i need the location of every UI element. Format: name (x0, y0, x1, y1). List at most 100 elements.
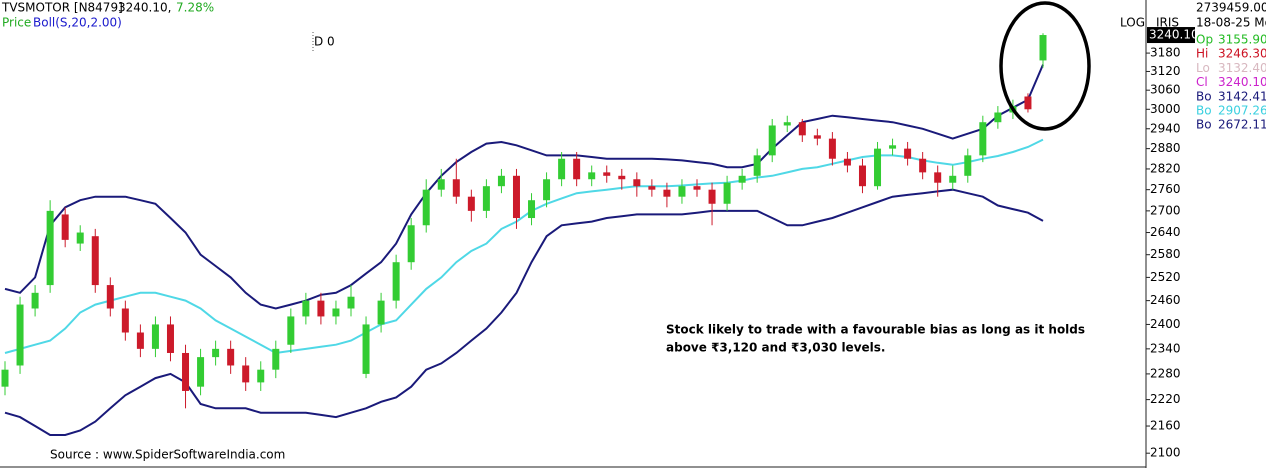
candle-body (708, 189, 716, 204)
last-price: 3240.10, (118, 1, 171, 15)
tool-label: IRIS (1156, 16, 1179, 30)
candle-body (678, 186, 686, 197)
candle-body (889, 145, 897, 149)
change: 7.28% (176, 1, 214, 15)
y-tick-label: 2640 (1150, 225, 1181, 239)
candle-body (407, 225, 415, 263)
candle-body (61, 214, 69, 240)
indicator-prefix: Price (2, 16, 31, 30)
candle-body (151, 324, 159, 349)
candle-body (317, 300, 325, 317)
cursor-label: D 0 (314, 35, 335, 49)
candle-body (768, 125, 776, 156)
bollinger-band (4, 188, 1044, 436)
candle-body (512, 175, 520, 219)
y-tick-label: 2340 (1150, 341, 1181, 355)
candle-body (467, 196, 475, 211)
candle-body (197, 357, 205, 387)
panel-value: 2907.26 (1218, 104, 1266, 118)
candle-body (934, 172, 942, 183)
y-tick-label: 2520 (1150, 270, 1181, 284)
y-tick-label: 3180 (1150, 46, 1181, 60)
candle-body (46, 210, 54, 286)
candle-body (783, 122, 791, 126)
candle-body (1, 369, 9, 387)
bollinger-band (4, 64, 1044, 310)
candle-body (212, 348, 220, 358)
candle-body (377, 300, 385, 325)
candle-body (798, 122, 806, 136)
bollinger-band (4, 138, 1044, 355)
candle-body (543, 179, 551, 201)
candle-body (16, 304, 24, 366)
panel-label: Bo (1196, 89, 1212, 103)
y-tick-label: 3060 (1150, 83, 1181, 97)
candle-body (227, 348, 235, 366)
candle-body (182, 352, 190, 391)
candle-body (858, 165, 866, 187)
candle-body (588, 172, 596, 180)
price-tag: 3240.10 (1149, 28, 1199, 42)
candle-body (76, 232, 84, 244)
symbol: TVSMOTOR [N8479] (1, 1, 123, 15)
candle-body (573, 158, 581, 180)
candle-body (362, 324, 370, 374)
candle-body (648, 186, 656, 190)
candle-body (738, 175, 746, 183)
panel-value: 2672.11 (1218, 118, 1266, 132)
y-tick-label: 3120 (1150, 64, 1181, 78)
price-tag-box (1147, 27, 1195, 44)
panel-label: Bo (1196, 104, 1212, 118)
panel-label: Hi (1196, 47, 1208, 61)
y-tick-label: 2220 (1150, 392, 1181, 406)
indicator: Boll(S,20,2.00) (33, 16, 122, 30)
y-tick-label: 2760 (1150, 182, 1181, 196)
panel-label: Bo (1196, 118, 1212, 132)
y-tick-label: 2880 (1150, 141, 1181, 155)
candle-body (723, 182, 731, 204)
panel-label: Op (1196, 33, 1213, 47)
candle-body (874, 148, 882, 187)
y-tick-label: 2400 (1150, 317, 1181, 331)
scale-label: LOG (1120, 16, 1145, 30)
candle-body (633, 179, 641, 187)
panel-header: 2739459.00 (1196, 1, 1266, 15)
y-tick-label: 2100 (1150, 446, 1181, 460)
y-tick-label: 2280 (1150, 366, 1181, 380)
candle-body (136, 332, 144, 349)
y-tick-label: 2160 (1150, 419, 1181, 433)
candle-body (693, 186, 701, 190)
source: Source : www.SpiderSoftwareIndia.com (50, 448, 285, 462)
annotation: Stock likely to trade with a favourable … (666, 323, 1085, 337)
y-tick-label: 2700 (1150, 203, 1181, 217)
y-tick-label: 2580 (1150, 247, 1181, 261)
candle-body (272, 348, 280, 370)
candle-body (813, 135, 821, 139)
candle-body (392, 262, 400, 301)
candle-body (31, 292, 39, 309)
candle-body (497, 175, 505, 187)
candle-body (603, 172, 611, 176)
panel-value: 3155.90 (1218, 33, 1266, 47)
candle-body (302, 300, 310, 317)
candle-body (437, 179, 445, 190)
candle-body (904, 148, 912, 159)
panel-header: 18-08-25 Mo (1196, 16, 1266, 30)
candle-body (482, 186, 490, 211)
y-tick-label: 3000 (1150, 102, 1181, 116)
candle-body (452, 179, 460, 197)
candle-body (843, 158, 851, 166)
candle-body (618, 175, 626, 180)
candle-body (106, 285, 114, 309)
highlight-circle (999, 1, 1091, 131)
panel-label: Cl (1196, 75, 1208, 89)
candle-body (663, 189, 671, 197)
panel-label: Lo (1196, 61, 1210, 75)
candle-body (121, 308, 129, 333)
panel-value: 3240.10 (1218, 75, 1266, 89)
annotation: above ₹3,120 and ₹3,030 levels. (666, 341, 885, 355)
candle-body (994, 112, 1002, 123)
candle-body (422, 189, 430, 226)
candle-body (528, 200, 536, 219)
